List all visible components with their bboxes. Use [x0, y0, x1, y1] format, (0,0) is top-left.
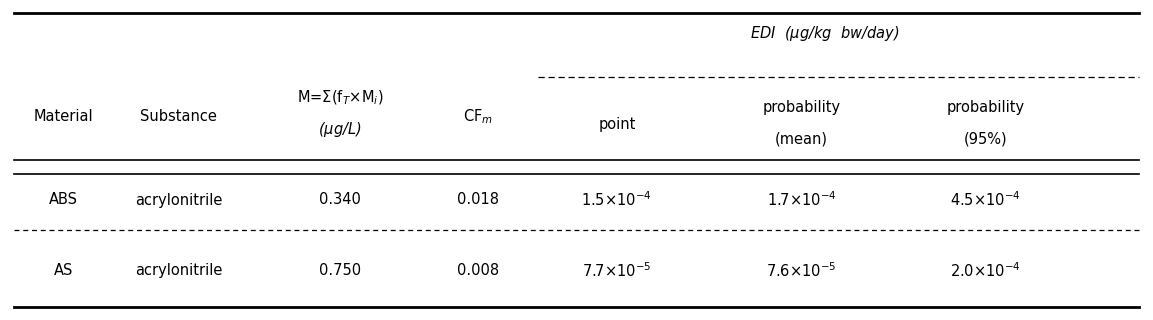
Text: 4.5$\times$10$^{-4}$: 4.5$\times$10$^{-4}$: [950, 191, 1022, 209]
Text: 7.6$\times$10$^{-5}$: 7.6$\times$10$^{-5}$: [766, 261, 837, 280]
Text: CF$_m$: CF$_m$: [464, 108, 493, 126]
Text: Substance: Substance: [141, 109, 217, 124]
Text: 0.750: 0.750: [319, 263, 361, 278]
Text: ABS: ABS: [48, 193, 78, 207]
Text: AS: AS: [54, 263, 73, 278]
Text: 1.5$\times$10$^{-4}$: 1.5$\times$10$^{-4}$: [581, 191, 653, 209]
Text: 0.340: 0.340: [319, 193, 361, 207]
Text: point: point: [598, 117, 635, 132]
Text: 0.008: 0.008: [458, 263, 499, 278]
Text: acrylonitrile: acrylonitrile: [135, 263, 223, 278]
Text: probability: probability: [947, 100, 1025, 115]
Text: 1.7$\times$10$^{-4}$: 1.7$\times$10$^{-4}$: [767, 191, 836, 209]
Text: EDI  ($\it{\mu}$g/kg  bw/day): EDI ($\it{\mu}$g/kg bw/day): [749, 24, 899, 43]
Text: 7.7$\times$10$^{-5}$: 7.7$\times$10$^{-5}$: [582, 261, 651, 280]
Text: (95%): (95%): [964, 132, 1008, 147]
Text: (mean): (mean): [775, 132, 828, 147]
Text: 2.0$\times$10$^{-4}$: 2.0$\times$10$^{-4}$: [950, 261, 1022, 280]
Text: acrylonitrile: acrylonitrile: [135, 193, 223, 207]
Text: M=$\Sigma$(f$_T$$\times$M$_i$): M=$\Sigma$(f$_T$$\times$M$_i$): [296, 88, 384, 107]
Text: Material: Material: [33, 109, 93, 124]
Text: ($\mu$g/L): ($\mu$g/L): [318, 120, 362, 139]
Text: 0.018: 0.018: [458, 193, 499, 207]
Text: probability: probability: [762, 100, 841, 115]
